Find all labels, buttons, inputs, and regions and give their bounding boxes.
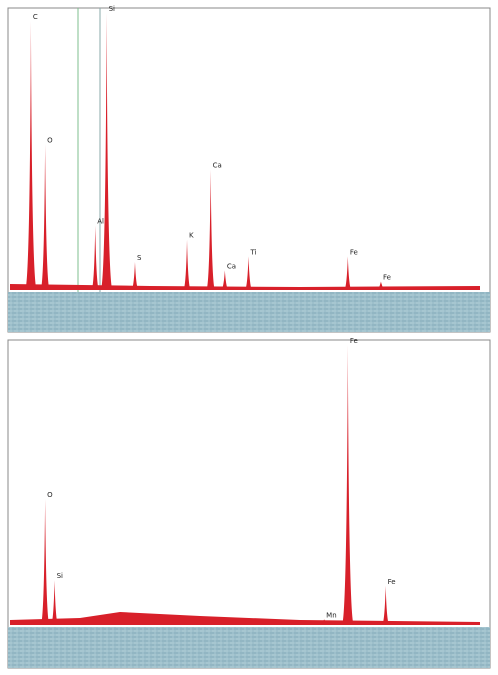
peak — [245, 256, 252, 290]
peak-label: Fe — [350, 248, 358, 256]
peak — [382, 585, 390, 625]
peak-label: Fe — [383, 274, 391, 282]
peak — [344, 256, 352, 290]
background-continuum — [10, 284, 480, 290]
peak — [206, 169, 215, 290]
peak — [221, 270, 229, 290]
peak — [321, 619, 328, 625]
peak — [100, 12, 113, 291]
peak-label: K — [189, 232, 194, 240]
peak-label: O — [47, 491, 53, 499]
peak-label: Ca — [227, 262, 236, 270]
peak-label: Al — [97, 218, 104, 226]
peak-label: Si — [109, 5, 115, 13]
peak — [183, 239, 191, 290]
peak — [377, 281, 385, 290]
background-continuum — [10, 612, 480, 625]
peak — [131, 262, 139, 290]
peak-label: Si — [57, 572, 63, 580]
peak-label: O — [47, 136, 53, 144]
peak-label: Ti — [250, 248, 257, 256]
info-band — [8, 627, 490, 668]
peak-label: S — [137, 254, 142, 262]
peak — [91, 225, 99, 290]
peak-label: Mn — [326, 611, 336, 619]
peak — [40, 144, 50, 290]
panel-frame — [7, 339, 491, 669]
peak-label: Fe — [388, 578, 396, 586]
panel-bottom — [7, 339, 491, 669]
peak-label: Fe — [350, 337, 358, 345]
info-band — [8, 292, 490, 332]
peak-label: C — [33, 13, 38, 21]
peak-label: Ca — [213, 162, 222, 170]
peak — [51, 580, 59, 625]
peak — [25, 21, 37, 290]
peak — [341, 345, 354, 625]
peak — [40, 499, 50, 625]
